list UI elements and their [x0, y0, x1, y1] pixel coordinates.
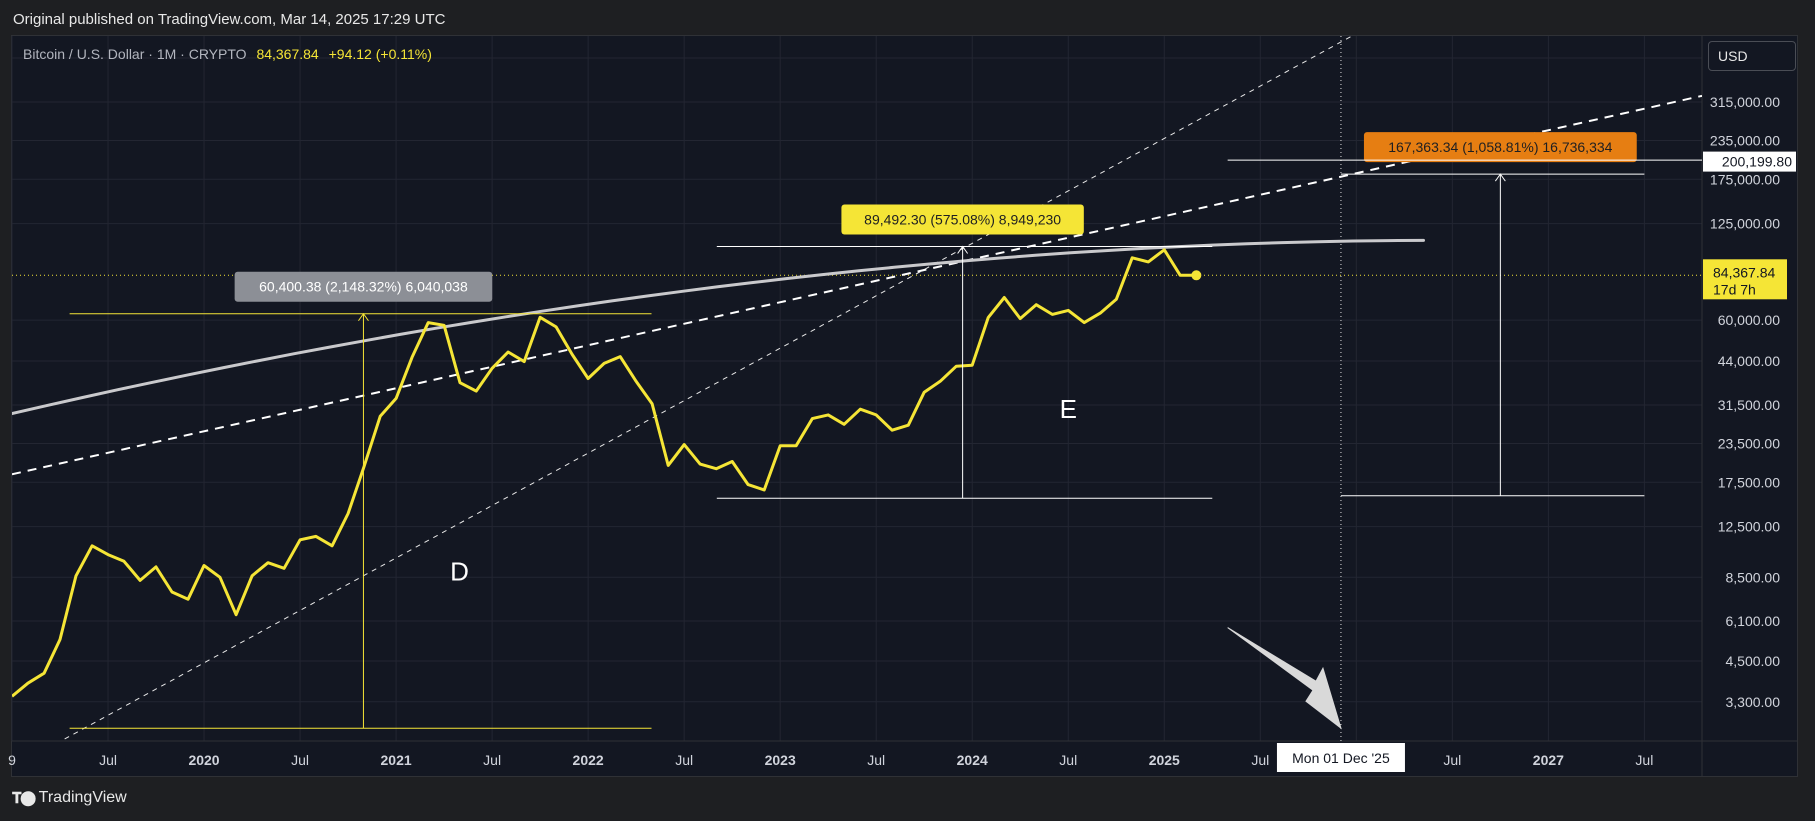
pattern-label-e: E: [1060, 394, 1077, 424]
y-tick-label: 17,500.00: [1718, 474, 1780, 490]
x-tick-label: Jul: [1443, 752, 1461, 768]
price-axis-label-box: [1703, 151, 1796, 172]
x-tick-label: 2024: [957, 752, 988, 768]
y-tick-label: 235,000.00: [1710, 133, 1780, 149]
x-tick-label: 2021: [381, 752, 412, 768]
btc-price-line: [12, 248, 1197, 698]
range-arrow-head: [957, 245, 969, 254]
range-label-text: 89,492.30 (575.08%) 8,949,230: [864, 212, 1061, 228]
range-label-box: [234, 271, 493, 302]
y-tick-label: 6,100.00: [1726, 613, 1781, 629]
publish-caption: Original published on TradingView.com, M…: [13, 11, 446, 28]
current-price-box: [1703, 259, 1787, 300]
symbol-title: Bitcoin / U.S. Dollar · 1M · CRYPTO: [23, 46, 247, 62]
x-tick-label: Jul: [867, 752, 885, 768]
pattern-label-d: D: [450, 556, 469, 586]
tradingview-logo-icon: 𝐓⬤: [12, 789, 36, 807]
last-price-dot: [1191, 270, 1202, 281]
y-tick-label: 175,000.00: [1710, 171, 1780, 187]
y-tick-label: 12,500.00: [1718, 519, 1780, 535]
footer: 𝐓⬤ TradingView: [12, 789, 127, 807]
trend-line-upper: [59, 36, 1353, 741]
symbol-header: Bitcoin / U.S. Dollar · 1M · CRYPTO 84,3…: [23, 46, 432, 62]
y-tick-label: 31,500.00: [1718, 397, 1780, 413]
range-arrow-head: [358, 312, 369, 322]
x-tick-label: 2025: [1149, 752, 1180, 768]
x-tick-label: Jul: [99, 752, 117, 768]
y-tick-label: 8,500.00: [1726, 569, 1781, 585]
price-change: +94.12 (+0.11%): [328, 46, 432, 62]
grid: [11, 36, 1702, 741]
range-label-text: 167,363.34 (1,058.81%) 16,736,334: [1388, 139, 1612, 155]
x-tick-label: Jul: [1635, 752, 1653, 768]
footer-brand: TradingView: [38, 789, 127, 806]
x-tick-label: Jul: [483, 752, 501, 768]
y-tick-label: 315,000.00: [1710, 94, 1780, 110]
x-tick-label: 2022: [573, 752, 604, 768]
range-arrow-head: [1494, 173, 1506, 182]
y-tick-label: 4,500.00: [1726, 653, 1781, 669]
x-tick-label: Jul: [675, 752, 693, 768]
last-price: 84,367.84: [256, 46, 319, 62]
date-axis-label-box: [1276, 743, 1405, 772]
price-axis-label: 200,199.80: [1722, 154, 1792, 170]
range-label-box: [1363, 132, 1637, 163]
y-tick-label: 125,000.00: [1710, 216, 1780, 232]
x-tick-label: Jul: [1251, 752, 1269, 768]
y-tick-label: 44,000.00: [1718, 353, 1780, 369]
date-axis-label: Mon 01 Dec '25: [1292, 750, 1390, 766]
range-label-box: [841, 204, 1084, 235]
x-tick-label: Jul: [291, 752, 309, 768]
y-tick-label: 60,000.00: [1718, 312, 1780, 328]
x-tick-label: 2020: [188, 752, 219, 768]
y-tick-label: 23,500.00: [1718, 435, 1780, 451]
x-tick-label: Jul: [1059, 752, 1077, 768]
bar-countdown: 17d 7h: [1713, 281, 1756, 297]
x-tick-label: 2027: [1533, 752, 1564, 768]
range-label-text: 60,400.38 (2,148.32%) 6,040,038: [259, 279, 468, 295]
current-price-value: 84,367.84: [1713, 264, 1775, 280]
currency-button[interactable]: USD: [1708, 41, 1796, 71]
y-tick-label: 3,300.00: [1726, 694, 1781, 710]
x-tick-label: 2023: [765, 752, 796, 768]
x-tick-label: 9: [8, 752, 16, 768]
pointer-arrow: [1227, 627, 1342, 730]
